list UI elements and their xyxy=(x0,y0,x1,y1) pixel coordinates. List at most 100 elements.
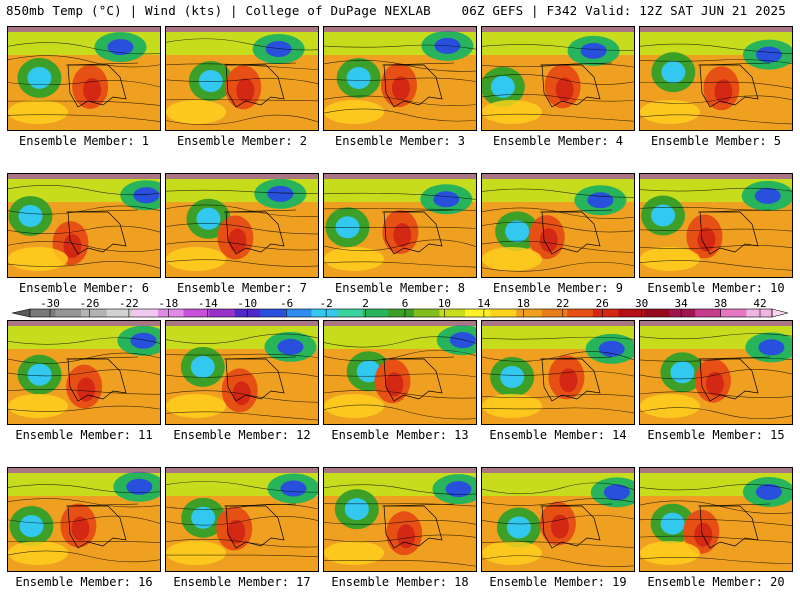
colorbar-tick-label: -6 xyxy=(280,297,293,310)
temperature-field-map xyxy=(166,468,318,571)
colorbar-tick-label: 30 xyxy=(635,297,648,310)
temperature-field-map xyxy=(482,468,634,571)
colorbar-tick-label: 42 xyxy=(753,297,766,310)
ensemble-member-label: Ensemble Member: 5 xyxy=(650,134,782,148)
ensemble-member-label: Ensemble Member: 10 xyxy=(647,281,785,295)
temperature-field-map xyxy=(324,174,476,277)
colorbar-segment xyxy=(464,309,491,317)
temperature-field-map xyxy=(324,321,476,424)
temperature-field-map xyxy=(166,174,318,277)
colorbar-tick-label: 6 xyxy=(402,297,409,310)
ensemble-member-label: Ensemble Member: 12 xyxy=(173,428,311,442)
ensemble-member-map xyxy=(165,26,319,131)
colorbar-tick-label: -22 xyxy=(119,297,139,310)
colorbar-segment xyxy=(720,309,747,317)
colorbar-segment xyxy=(260,309,287,317)
temperature-field-map xyxy=(640,27,792,130)
colorbar-tick-label: 14 xyxy=(477,297,491,310)
map-title: 850mb Temp (°C) | Wind (kts) | College o… xyxy=(6,3,431,18)
ensemble-member-map xyxy=(481,320,635,425)
colorbar-segment xyxy=(388,309,415,317)
temperature-field-map xyxy=(324,468,476,571)
ensemble-member-label: Ensemble Member: 14 xyxy=(489,428,627,442)
temperature-field-map xyxy=(8,321,160,424)
colorbar-tick-label: -30 xyxy=(40,297,60,310)
colorbar-segment xyxy=(746,309,773,317)
colorbar-segment xyxy=(592,309,619,317)
ensemble-member-map xyxy=(639,26,793,131)
colorbar-tick-label: -14 xyxy=(198,297,218,310)
ensemble-member-map xyxy=(7,173,161,278)
ensemble-member-label: Ensemble Member: 3 xyxy=(334,134,466,148)
ensemble-member-label: Ensemble Member: 18 xyxy=(331,575,469,589)
temperature-field-map xyxy=(8,174,160,277)
ensemble-member-map xyxy=(7,26,161,131)
temperature-field-map xyxy=(166,27,318,130)
ensemble-member-label: Ensemble Member: 16 xyxy=(15,575,153,589)
colorbar-tick-label: 38 xyxy=(714,297,727,310)
ensemble-member-label: Ensemble Member: 8 xyxy=(334,281,466,295)
ensemble-member-map xyxy=(481,173,635,278)
colorbar-segment xyxy=(541,309,568,317)
ensemble-member-map xyxy=(165,467,319,572)
colorbar-segment xyxy=(81,309,108,317)
model-run-info: 06Z GEFS | F342 Valid: 12Z SAT JUN 21 20… xyxy=(461,3,786,18)
colorbar-tick-label: -18 xyxy=(158,297,178,310)
ensemble-member-label: Ensemble Member: 4 xyxy=(492,134,624,148)
colorbar-tick-label: -2 xyxy=(319,297,332,310)
ensemble-member-map xyxy=(165,173,319,278)
ensemble-member-map xyxy=(481,26,635,131)
ensemble-member-map xyxy=(7,320,161,425)
ensemble-member-map xyxy=(323,320,477,425)
ensemble-member-label: Ensemble Member: 2 xyxy=(176,134,308,148)
colorbar-segment xyxy=(106,309,133,317)
temperature-colorbar: -30 -26 -22 -18 -14 -10 -6 -2 2 6 10 14 18 22 26 30 34 38… xyxy=(11,297,789,318)
colorbar-segment xyxy=(644,309,670,317)
colorbar-segment xyxy=(695,309,722,317)
ensemble-member-map xyxy=(639,173,793,278)
ensemble-member-map xyxy=(639,320,793,425)
colorbar-segment xyxy=(157,309,184,317)
temperature-field-map xyxy=(482,27,634,130)
colorbar-tick-label: 34 xyxy=(674,297,688,310)
colorbar-segment xyxy=(285,309,312,317)
colorbar-segment xyxy=(209,309,235,317)
ensemble-member-label: Ensemble Member: 1 xyxy=(18,134,150,148)
ensemble-member-label: Ensemble Member: 17 xyxy=(173,575,311,589)
colorbar-segment xyxy=(567,309,594,317)
colorbar-segment xyxy=(362,309,389,317)
colorbar-segment xyxy=(234,309,261,317)
colorbar-segment xyxy=(311,309,338,317)
colorbar-tick-label: -10 xyxy=(237,297,257,310)
temperature-field-map xyxy=(640,174,792,277)
ensemble-member-map xyxy=(7,467,161,572)
temperature-field-map xyxy=(324,27,476,130)
colorbar-segment xyxy=(439,309,466,317)
colorbar-tick-label: -26 xyxy=(80,297,100,310)
ensemble-member-label: Ensemble Member: 15 xyxy=(647,428,785,442)
colorbar-tick-label: 10 xyxy=(438,297,451,310)
colorbar-segment xyxy=(618,309,645,317)
colorbar-segment xyxy=(55,309,82,317)
colorbar-high-arrow xyxy=(771,308,789,318)
ensemble-member-map xyxy=(481,467,635,572)
temperature-field-map xyxy=(640,468,792,571)
temperature-field-map xyxy=(482,321,634,424)
colorbar-segment xyxy=(516,309,543,317)
temperature-field-map xyxy=(166,321,318,424)
ensemble-member-label: Ensemble Member: 13 xyxy=(331,428,469,442)
ensemble-member-label: Ensemble Member: 7 xyxy=(176,281,308,295)
colorbar-segment xyxy=(337,309,363,317)
colorbar-segment xyxy=(490,309,517,317)
temperature-field-map xyxy=(482,174,634,277)
ensemble-member-label: Ensemble Member: 11 xyxy=(15,428,153,442)
temperature-field-map xyxy=(8,468,160,571)
colorbar-segment xyxy=(183,309,210,317)
ensemble-member-map xyxy=(165,320,319,425)
ensemble-member-map xyxy=(323,173,477,278)
temperature-field-map xyxy=(8,27,160,130)
ensemble-member-map xyxy=(639,467,793,572)
ensemble-member-label: Ensemble Member: 20 xyxy=(647,575,785,589)
colorbar-tick-label: 2 xyxy=(362,297,369,310)
colorbar-segment xyxy=(669,309,696,317)
